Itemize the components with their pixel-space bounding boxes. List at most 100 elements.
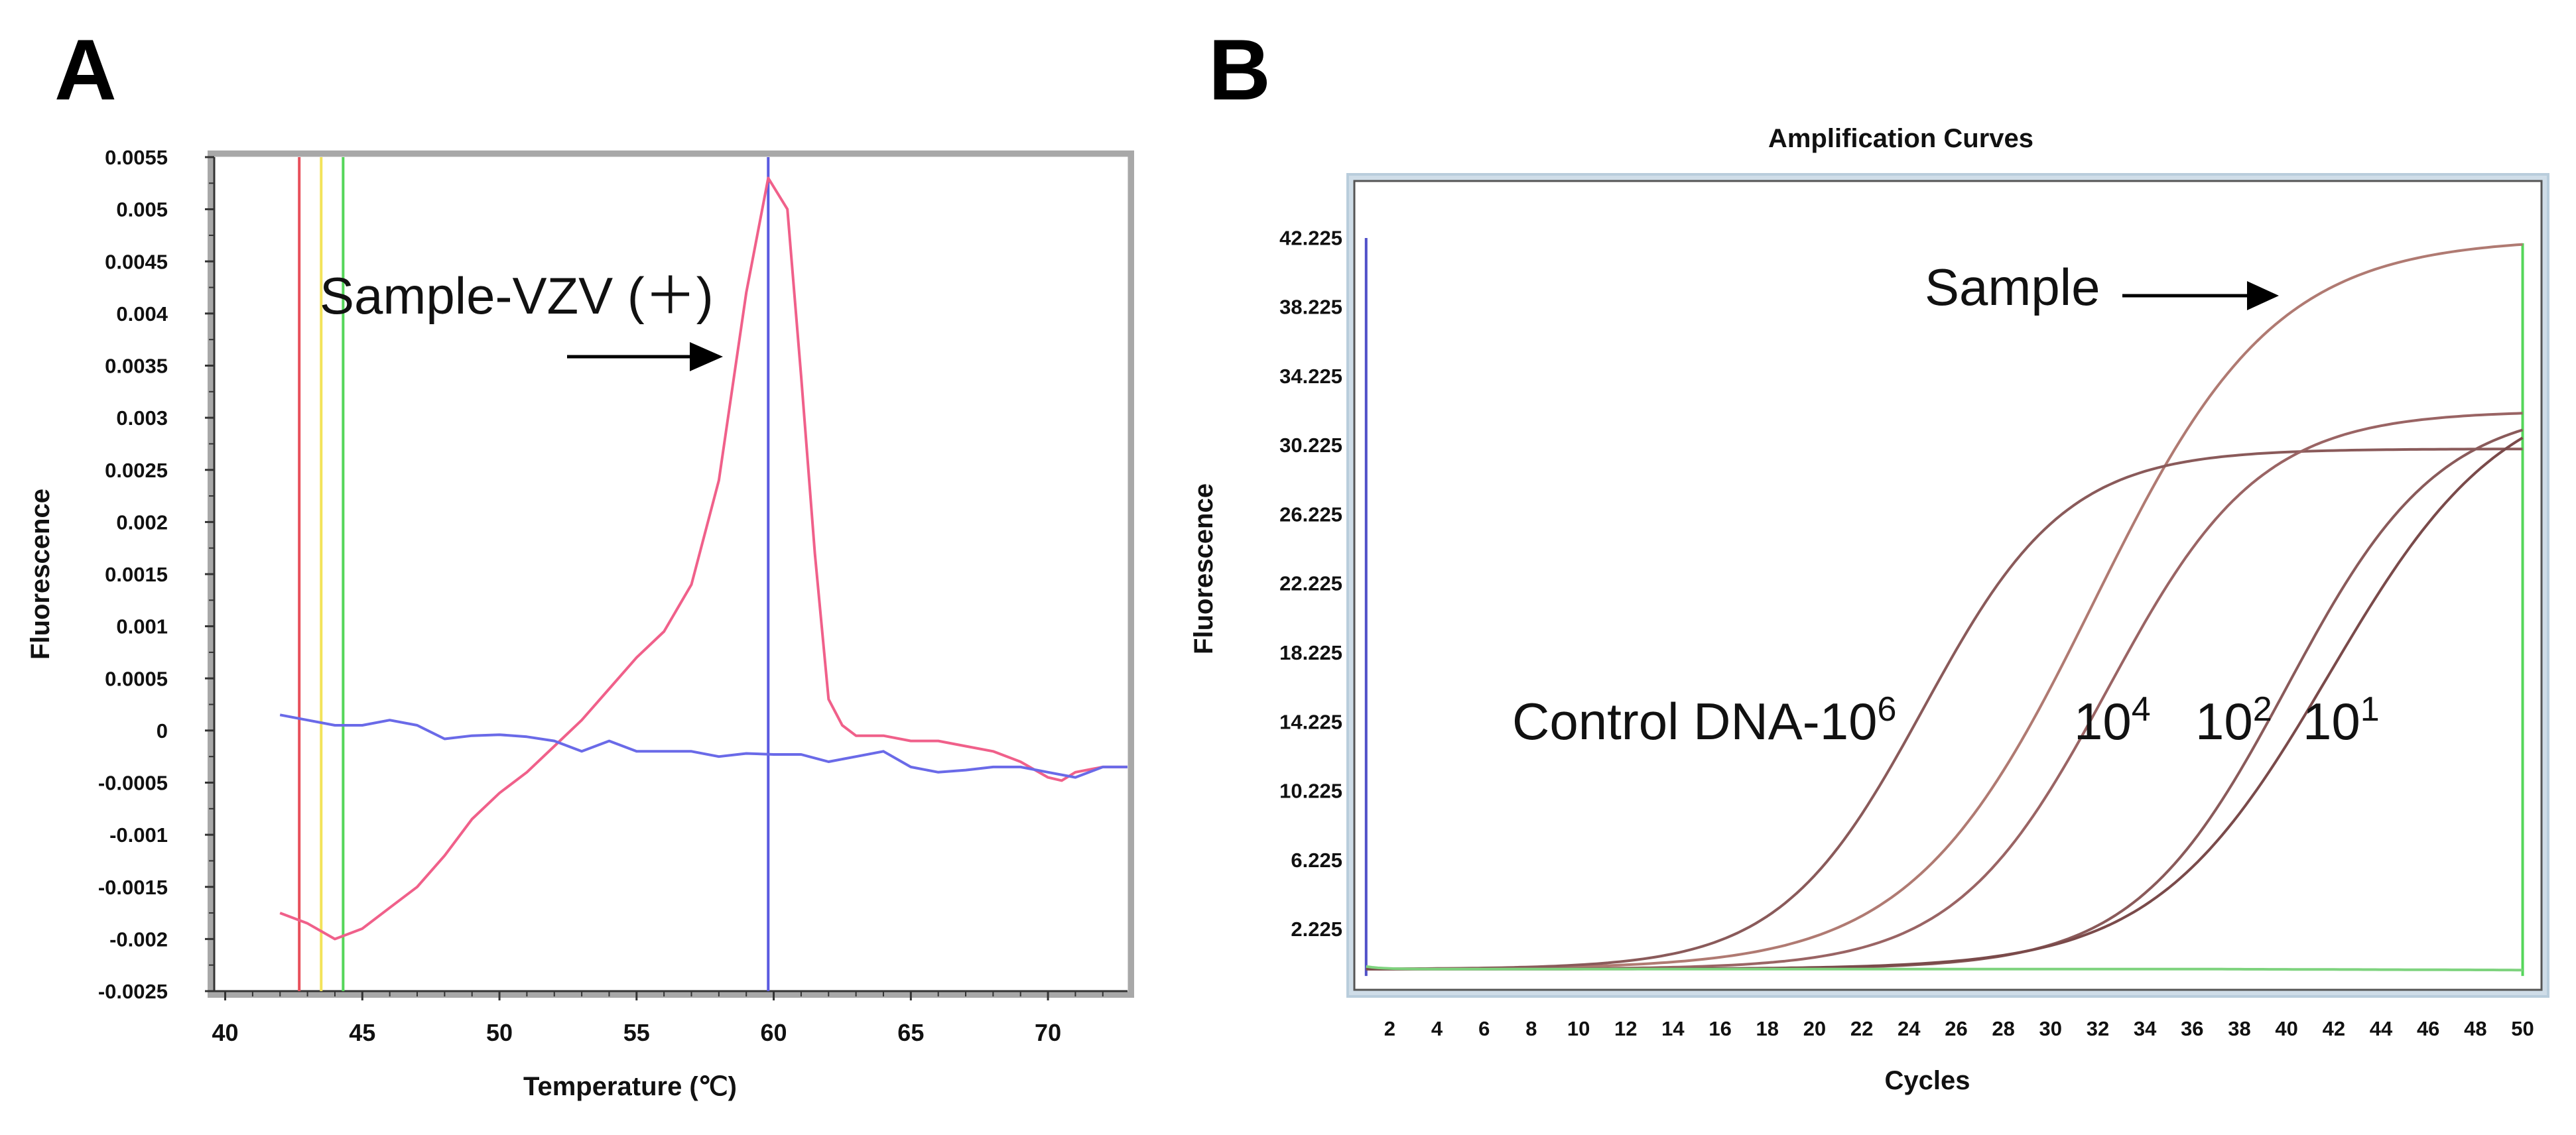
y-tick-label-a: 0.0035 [105, 355, 168, 378]
x-tick-label-b: 50 [2511, 1017, 2534, 1040]
x-tick-label-b: 18 [1756, 1017, 1779, 1040]
plot-area-a [214, 156, 1128, 992]
annotation-arrow-a-head [690, 342, 723, 371]
d101-base: 10 [2303, 692, 2360, 750]
y-tick-label-b: 18.225 [1279, 641, 1342, 664]
panel-label-b: B [1208, 21, 1271, 118]
x-tick-label-a: 60 [761, 1019, 787, 1046]
y-tick-label-a: 0.0015 [105, 563, 168, 586]
x-tick-label-b: 8 [1525, 1017, 1537, 1040]
annotation-10-4: 104 [2074, 690, 2151, 750]
d102-base: 10 [2195, 692, 2253, 750]
chart-title-b: Amplification Curves [1768, 124, 2033, 153]
x-tick-label-a: 65 [897, 1019, 924, 1046]
x-tick-label-b: 36 [2181, 1017, 2203, 1040]
x-tick-label-b: 16 [1708, 1017, 1731, 1040]
panel-label-a: A [54, 21, 117, 118]
y-tick-label-a: 0.0045 [105, 250, 168, 273]
series-group-b [1366, 243, 2524, 972]
y-axis-label-a: Fluorescence [26, 489, 55, 660]
x-tick-label-b: 2 [1384, 1017, 1395, 1040]
d101-exp: 1 [2360, 690, 2380, 729]
vertical-markers-b [1364, 238, 2524, 977]
y-ticks-a: 0.0055 0.005 0.0045 0.004 0.0035 0.003 0.0025 0… [98, 146, 216, 1003]
annotation-10-2: 102 [2195, 690, 2272, 750]
y-tick-label-a: 0.002 [116, 510, 168, 534]
x-tick-label-b: 46 [2417, 1017, 2439, 1040]
y-tick-label-a: -0.0025 [98, 980, 168, 1003]
amplification-curve-baseline [1366, 965, 2523, 972]
y-tick-label-a: -0.002 [109, 927, 168, 951]
y-ticks-b: 42.225 38.225 34.225 30.225 26.225 22.225 18.2… [1279, 226, 1342, 941]
series-group-a [279, 176, 1127, 941]
x-tick-label-a: 70 [1035, 1019, 1061, 1046]
x-tick-label-b: 4 [1431, 1017, 1443, 1040]
annotation-10-1: 101 [2303, 690, 2380, 750]
y-tick-label-b: 6.225 [1291, 849, 1342, 872]
y-tick-label-a: 0.004 [116, 302, 168, 326]
y-tick-label-b: 10.225 [1279, 780, 1342, 803]
amplification-curve-control-dna-10-6 [1366, 448, 2523, 971]
x-tick-label-b: 48 [2464, 1017, 2486, 1040]
x-tick-label-b: 44 [2370, 1017, 2393, 1040]
x-tick-label-b: 28 [1992, 1017, 2014, 1040]
vertical-markers-a [298, 157, 770, 991]
y-tick-label-a: 0 [157, 719, 168, 743]
y-tick-label-a: 0.0005 [105, 667, 168, 690]
x-tick-label-b: 24 [1898, 1017, 1921, 1040]
x-tick-label-b: 14 [1661, 1017, 1685, 1040]
series-line-sample-vzv [279, 176, 1127, 941]
x-tick-label-b: 22 [1850, 1017, 1873, 1040]
x-tick-label-a: 55 [623, 1019, 650, 1046]
annotation-sample-vzv: Sample-VZV (＋) [320, 267, 714, 325]
series-line-negative [279, 713, 1127, 779]
panel-a: A 0.0055 0.005 0.0045 0.004 0.0035 0.003 0.002… [26, 21, 1134, 1101]
annotation-control-dna: Control DNA-106 [1512, 690, 1896, 750]
x-tick-label-a: 50 [486, 1019, 513, 1046]
x-ticks-a: 40 45 50 55 60 65 70 [212, 990, 1127, 1046]
y-tick-label-a: 0.0055 [105, 146, 168, 169]
plot-border-b [1353, 180, 2543, 991]
y-tick-label-b: 2.225 [1291, 918, 1342, 941]
y-tick-label-a: 0.003 [116, 406, 168, 430]
x-tick-label-a: 45 [349, 1019, 375, 1046]
x-tick-label-b: 32 [2087, 1017, 2109, 1040]
y-tick-label-b: 38.225 [1279, 296, 1342, 319]
y-axis-label-b: Fluorescence [1189, 483, 1218, 654]
x-tick-label-b: 12 [1614, 1017, 1637, 1040]
x-axis-label-a: Temperature (℃) [523, 1072, 737, 1101]
x-ticks-b: 2 4 6 8 10 12 14 16 18 20 22 24 26 28 30 32 34 36 38 40 42 44… [1384, 1017, 2534, 1040]
y-tick-label-a: 0.001 [116, 615, 168, 638]
y-tick-label-b: 30.225 [1279, 434, 1342, 457]
x-tick-label-b: 6 [1478, 1017, 1490, 1040]
y-tick-label-b: 34.225 [1279, 365, 1342, 388]
x-tick-label-b: 38 [2228, 1017, 2250, 1040]
x-tick-label-a: 40 [212, 1019, 239, 1046]
x-tick-label-b: 34 [2134, 1017, 2157, 1040]
y-tick-label-b: 42.225 [1279, 226, 1342, 249]
annotation-sample: Sample [1925, 258, 2100, 316]
y-tick-label-a: 0.005 [116, 198, 168, 221]
annotation-arrow-b-head [2247, 281, 2279, 310]
x-tick-label-b: 40 [2275, 1017, 2297, 1040]
x-tick-label-b: 42 [2323, 1017, 2345, 1040]
y-tick-label-b: 26.225 [1279, 503, 1342, 526]
y-tick-label-a: -0.0005 [98, 772, 168, 795]
d102-exp: 2 [2253, 690, 2272, 729]
control-dna-exp: 6 [1878, 690, 1897, 729]
y-tick-label-a: -0.0015 [98, 876, 168, 899]
x-tick-label-b: 26 [1945, 1017, 1967, 1040]
panel-b: B Amplification Curves 42.22538.22534.22… [1189, 21, 2549, 1095]
control-dna-base: Control DNA-10 [1512, 692, 1878, 750]
y-tick-label-b: 22.225 [1279, 572, 1342, 595]
y-tick-label-b: 14.225 [1279, 710, 1342, 733]
x-tick-label-b: 30 [2039, 1017, 2062, 1040]
y-tick-label-a: 0.0025 [105, 459, 168, 482]
x-tick-label-b: 20 [1803, 1017, 1826, 1040]
d104-exp: 4 [2132, 690, 2151, 729]
d104-base: 10 [2074, 692, 2132, 750]
y-tick-label-a: -0.001 [109, 823, 168, 847]
x-axis-label-b: Cycles [1885, 1066, 1970, 1095]
x-tick-label-b: 10 [1567, 1017, 1590, 1040]
